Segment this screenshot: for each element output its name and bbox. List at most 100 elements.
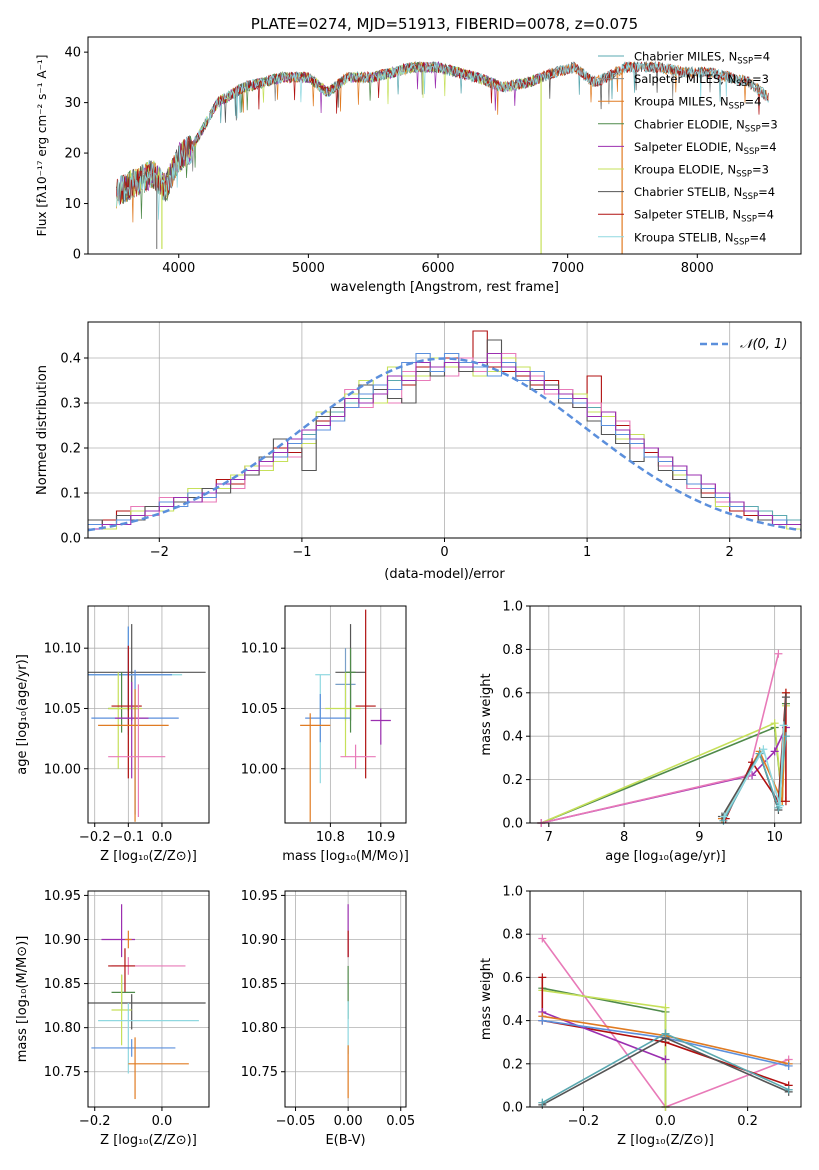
spectrum-ytick-label: 20 (64, 147, 81, 162)
weight-point-marker (538, 1098, 547, 1107)
weight_vs_Z-xtick-label: 0.2 (737, 1114, 758, 1129)
age_vs_mass-xtick-label: 10.8 (316, 830, 345, 845)
weight-point-marker (538, 934, 547, 943)
spectrum-series-kroupa-stelib (116, 61, 769, 220)
spectrum-xtick-label: 4000 (162, 261, 195, 276)
spectrum-xlabel: wavelength [Angstrom, rest frame] (330, 280, 559, 295)
mass_vs_Z-xtick-label: 0.0 (152, 1114, 173, 1129)
residuals-ytick-label: 0.4 (60, 352, 81, 367)
normal-pdf-curve (87, 357, 802, 532)
mass_vs_ebv-ytick-label: 10.90 (241, 933, 278, 948)
weight_vs_Z-frame (529, 890, 802, 1108)
residuals-ylabel: Normed distribution (35, 365, 50, 495)
residuals-xtick-label: −2 (150, 545, 169, 560)
spectrum-frame (87, 36, 802, 255)
weight-series-line (723, 725, 785, 817)
legend-entry: Kroupa MILES, NSSP=4 (634, 95, 761, 112)
legend-entry-count: =4 (760, 140, 777, 154)
mass_vs_ebv-xlabel: E(B-V) (325, 1133, 365, 1148)
legend-entry: Salpeter STELIB, NSSP=4 (634, 208, 774, 225)
spectrum-ytick-label: 40 (64, 46, 81, 61)
legend-entry-sub: SSP (736, 170, 752, 180)
mass_vs_Z-ytick-label: 10.85 (44, 977, 81, 992)
weight-point-marker (720, 812, 729, 821)
age_vs_mass-ytick-label: 10.10 (241, 642, 278, 657)
residual-histogram (88, 352, 801, 530)
mass_vs_ebv-xtick-label: 0.05 (386, 1114, 415, 1129)
legend-entry: Chabrier MILES, NSSP=4 (634, 50, 770, 67)
age_vs_Z-ytick-label: 10.00 (44, 762, 81, 777)
mass-vs-ebv-panel: −0.05 0.00 0.05 10.75 10.80 10.85 10.90 10.95 E(… (241, 889, 415, 1148)
mass_vs_ebv-ytick-label: 10.75 (241, 1065, 278, 1080)
weight_vs_Z-ytick-label: 1.0 (502, 885, 523, 900)
weight_vs_Z-xlabel: Z [log₁₀(Z/Z⊙)] (617, 1133, 714, 1148)
weight_vs_Z-ytick-label: 0.2 (502, 1057, 523, 1072)
spectrum-series-salpeter-elodie (116, 61, 542, 203)
legend-entry-main: Chabrier MILES, N (634, 50, 737, 64)
mass_vs_Z-xtick-label: −0.2 (79, 1114, 111, 1129)
legend-entry-main: Salpeter ELODIE, N (634, 140, 744, 154)
legend-entry-sub: SSP (744, 147, 760, 157)
legend-entry-count: =4 (757, 208, 774, 222)
residuals-legend-label: 𝒩(0, 1) (740, 337, 787, 352)
legend-entry-main: Kroupa ELODIE, N (634, 163, 736, 177)
spectrum-ytick-label: 30 (64, 96, 81, 111)
residuals-xtick-label: 2 (726, 545, 734, 560)
spectrum-ylabel: Flux [fλ10⁻¹⁷ erg cm⁻² s⁻¹ A⁻¹] (35, 55, 49, 237)
weight_vs_Z-ytick-label: 0.0 (502, 1101, 523, 1116)
legend-entry-count: =4 (753, 50, 770, 64)
weight-point-marker (770, 719, 779, 728)
legend-entry-count: =3 (752, 72, 769, 86)
mass_vs_ebv-ytick-label: 10.80 (241, 1021, 278, 1036)
age_vs_mass-xtick-label: 10.9 (366, 830, 395, 845)
spectrum-title: PLATE=0274, MJD=51913, FIBERID=0078, z=0… (251, 15, 638, 33)
mass_vs_Z-ytick-label: 10.75 (44, 1065, 81, 1080)
spectrum-ytick-label: 0 (73, 248, 81, 263)
legend-entry-count: =4 (744, 95, 761, 109)
age_vs_Z-ytick-label: 10.05 (44, 702, 81, 717)
weight_vs_age-ytick-label: 1.0 (502, 600, 523, 615)
legend-entry: Salpeter ELODIE, NSSP=4 (634, 140, 777, 157)
weight_vs_Z-ylabel: mass weight (479, 958, 494, 1040)
spectrum-ytick-label: 10 (64, 197, 81, 212)
legend-entry-sub: SSP (737, 57, 753, 67)
weight-point-marker (774, 649, 783, 658)
weight_vs_Z-ytick-label: 0.6 (502, 971, 523, 986)
weight-point-marker (661, 1003, 670, 1012)
residuals-ytick-label: 0.3 (60, 397, 81, 412)
weight-point-marker (538, 1016, 547, 1025)
weight-series-line (541, 977, 789, 1087)
residuals-frame (87, 321, 802, 539)
spectrum-series-kroupa-elodie (116, 62, 542, 208)
legend-entry-main: Kroupa STELIB, N (634, 230, 734, 244)
mass_vs_ebv-frame (284, 890, 407, 1108)
legend-entry: Kroupa ELODIE, NSSP=3 (634, 163, 769, 180)
mass-vs-Z-panel: −0.2 0.0 10.75 10.80 10.85 10.90 10.95 Z [log₁₀… (15, 889, 210, 1148)
weight-point-marker (779, 721, 788, 730)
legend-entry-sub: SSP (742, 192, 758, 202)
weight_vs_age-xtick-label: 10 (766, 830, 783, 845)
legend-entry-main: Chabrier ELODIE, N (634, 117, 745, 131)
weight-point-marker (661, 1055, 670, 1064)
legend-entry-main: Kroupa MILES, N (634, 95, 729, 109)
legend-entry-main: Salpeter STELIB, N (634, 208, 741, 222)
weight_vs_Z-ytick-label: 0.8 (502, 928, 523, 943)
mass_vs_Z-ytick-label: 10.95 (44, 889, 81, 904)
residuals-ytick-label: 0.2 (60, 442, 81, 457)
weight-point-marker (781, 797, 790, 806)
weight-point-marker (784, 1085, 793, 1094)
mass_vs_Z-frame (87, 890, 210, 1108)
residuals-xlabel: (data-model)/error (384, 567, 505, 582)
weight-point-marker (784, 1061, 793, 1070)
weight_vs_age-xtick-label: 7 (545, 830, 553, 845)
weight-series-line (540, 703, 787, 823)
age_vs_mass-ytick-label: 10.00 (241, 762, 278, 777)
age-vs-mass-panel: 10.8 10.9 10.00 10.05 10.10 mass [log₁₀(M/M⊙)… (241, 605, 409, 864)
residuals-xtick-label: 0 (440, 545, 448, 560)
weight-point-marker (538, 973, 547, 982)
legend-entry-sub: SSP (745, 124, 761, 134)
age_vs_mass-frame (284, 605, 407, 824)
weight-point-marker (781, 693, 790, 702)
residuals-xtick-label: 1 (583, 545, 591, 560)
mass_vs_ebv-ytick-label: 10.85 (241, 977, 278, 992)
